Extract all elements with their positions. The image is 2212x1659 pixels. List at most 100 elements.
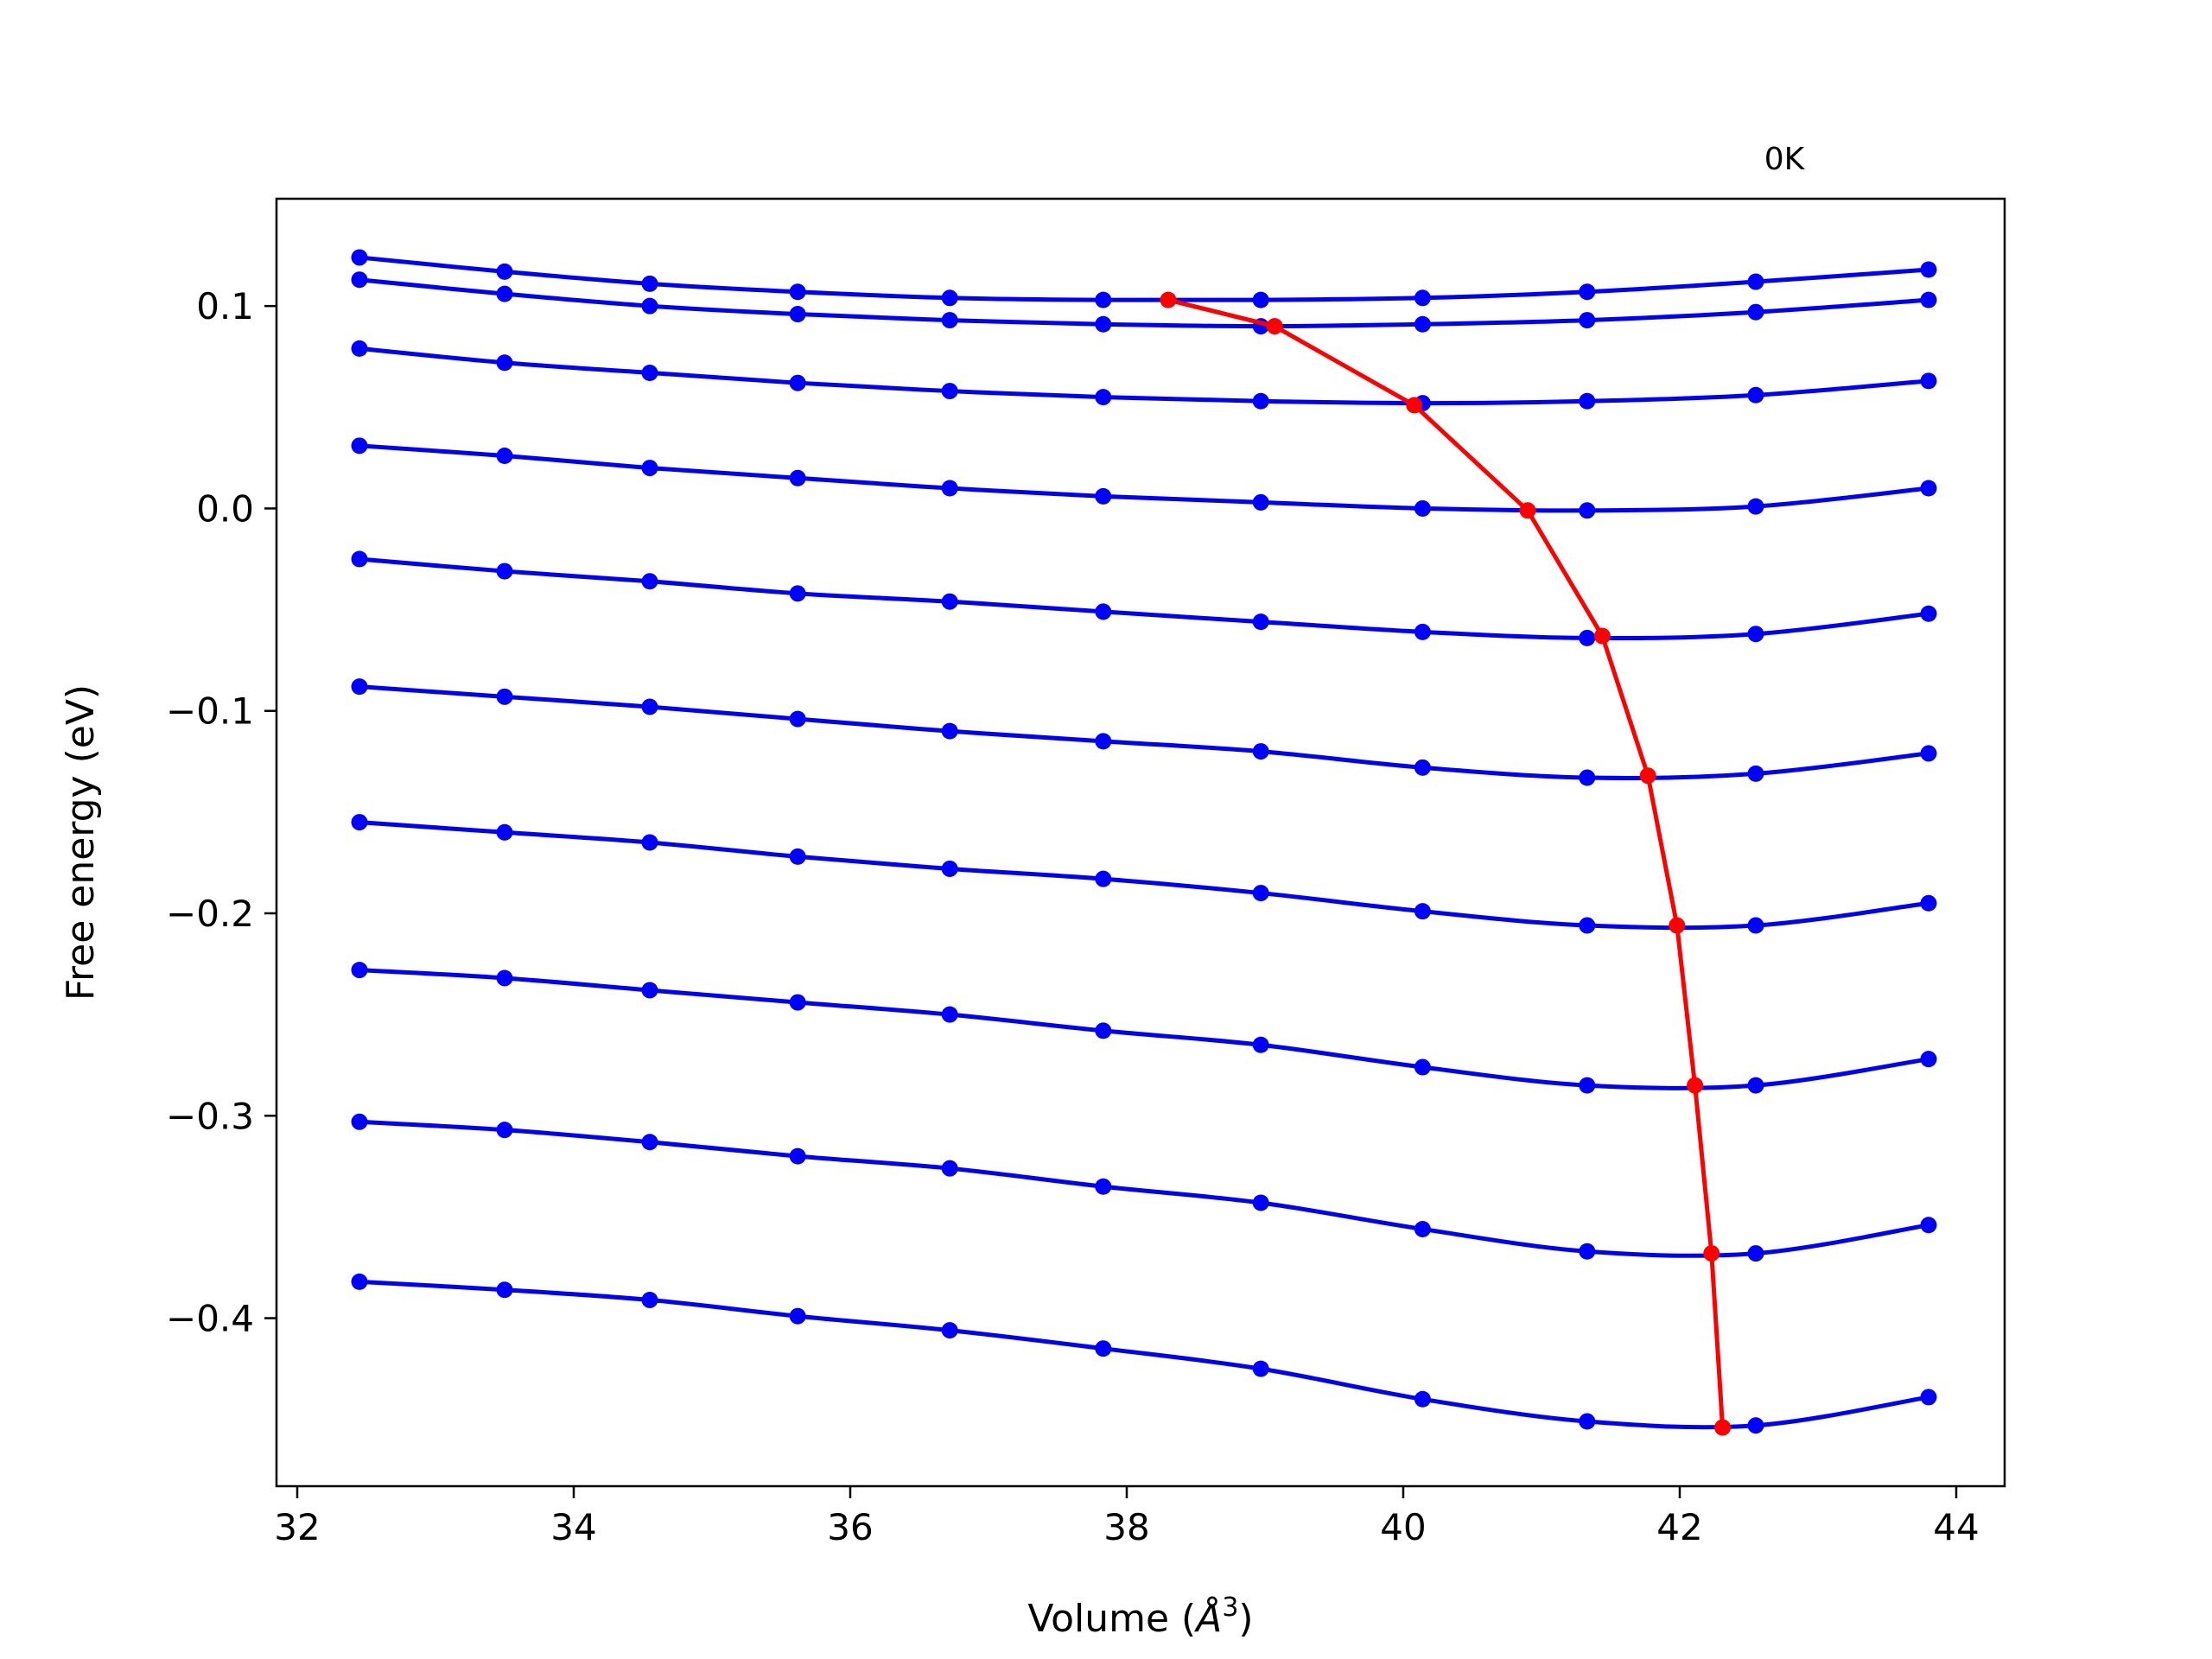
data-point (496, 285, 513, 302)
data-point (1579, 392, 1596, 410)
data-point (351, 962, 368, 979)
data-point (1579, 917, 1596, 934)
y-tick-label: −0.4 (166, 1298, 254, 1340)
data-point (1579, 312, 1596, 329)
data-point (1252, 291, 1269, 308)
data-point (1414, 315, 1431, 333)
data-point (1252, 743, 1269, 760)
x-axis-label-close: ) (1238, 1597, 1253, 1641)
data-point (941, 383, 958, 400)
data-point (641, 982, 658, 999)
data-point (1747, 386, 1764, 404)
x-axis-label-symbol: Å (1193, 1595, 1222, 1641)
data-point (1414, 499, 1431, 517)
minimum-point (1639, 767, 1656, 785)
data-point (641, 1291, 658, 1308)
data-point (641, 275, 658, 292)
data-point (1579, 769, 1596, 786)
data-point (1414, 1220, 1431, 1237)
data-point (941, 289, 958, 307)
data-point (1747, 273, 1764, 290)
data-point (941, 722, 958, 740)
data-point (941, 593, 958, 610)
data-point (1252, 613, 1269, 631)
y-tick-label: 0.0 (196, 487, 254, 530)
x-tick-label: 42 (1656, 1506, 1702, 1548)
data-point (1747, 626, 1764, 643)
x-tick-label: 34 (550, 1506, 596, 1548)
data-point (1252, 392, 1269, 410)
data-point (1920, 894, 1937, 912)
data-point (1747, 917, 1764, 934)
x-axis-label: Volume (Å3) (1027, 1592, 1253, 1641)
data-point (496, 1122, 513, 1139)
data-point (1252, 885, 1269, 902)
data-point (1747, 303, 1764, 321)
axes: 32 34 36 38 40 42 44 0.1 0.0 −0.1 −0.2 −0.3 −0.4 (166, 285, 1980, 1548)
data-point (1414, 759, 1431, 776)
data-point (496, 969, 513, 987)
data-point (641, 364, 658, 381)
data-point (496, 688, 513, 705)
minimum-point (1703, 1245, 1720, 1262)
data-point (351, 814, 368, 831)
x-tick-label: 32 (274, 1506, 320, 1548)
data-point (1579, 629, 1596, 646)
data-points (351, 249, 1937, 1434)
data-point (789, 283, 806, 301)
data-point (1747, 1077, 1764, 1094)
data-point (351, 437, 368, 454)
data-point (1579, 1413, 1596, 1430)
data-point (1095, 291, 1112, 308)
data-point (1747, 765, 1764, 782)
data-point (1095, 733, 1112, 750)
y-axis-label: Free energy (eV) (59, 684, 103, 1001)
y-tick-label: −0.1 (166, 690, 254, 733)
data-point (1095, 315, 1112, 333)
y-tick-label: 0.1 (196, 285, 254, 327)
data-point (1252, 1194, 1269, 1211)
data-point (351, 550, 368, 568)
data-point (351, 678, 368, 696)
data-point (941, 480, 958, 497)
data-point (789, 306, 806, 323)
data-point (1252, 1360, 1269, 1377)
data-point (789, 469, 806, 486)
data-point (496, 448, 513, 465)
data-point (641, 297, 658, 315)
data-point (1252, 493, 1269, 511)
data-point (1095, 603, 1112, 620)
minimum-path (1160, 291, 1732, 1436)
data-point (789, 1147, 806, 1165)
data-point (789, 848, 806, 865)
data-point (1747, 1417, 1764, 1434)
y-tick-label: −0.2 (166, 893, 254, 935)
data-point (1579, 283, 1596, 301)
data-point (351, 340, 368, 357)
data-point (941, 1006, 958, 1023)
data-point (496, 823, 513, 841)
minimum-path-line (1167, 297, 1726, 1428)
data-point (1414, 903, 1431, 920)
data-point (941, 1160, 958, 1177)
x-tick-label: 38 (1103, 1506, 1149, 1548)
data-point (351, 1113, 368, 1130)
data-point (789, 374, 806, 391)
data-point (641, 460, 658, 477)
data-point (496, 263, 513, 280)
x-tick-label: 40 (1380, 1506, 1426, 1548)
data-point (1920, 372, 1937, 390)
data-point (641, 573, 658, 590)
minimum-point (1669, 917, 1686, 934)
data-point (1095, 1022, 1112, 1039)
data-point (1747, 1245, 1764, 1262)
minimum-point (1714, 1419, 1732, 1436)
data-point (1920, 745, 1937, 762)
data-point (1920, 1051, 1937, 1068)
data-point (1414, 623, 1431, 640)
minimum-point (1687, 1077, 1704, 1094)
data-point (351, 271, 368, 289)
x-tick-label: 36 (827, 1506, 873, 1548)
